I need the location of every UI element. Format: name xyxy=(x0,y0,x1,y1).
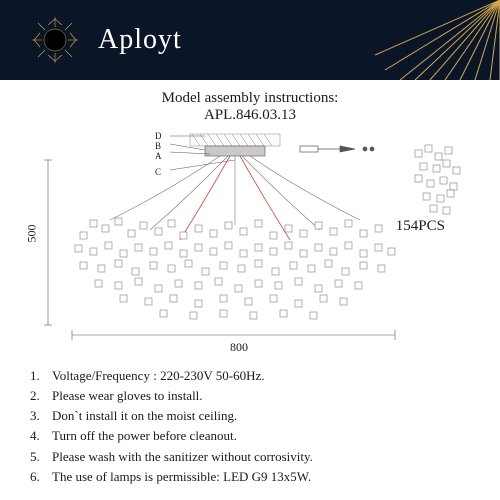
callout-a: A xyxy=(155,152,162,162)
callout-c: C xyxy=(155,168,162,178)
model-number: APL.846.03.13 xyxy=(0,107,500,124)
title-block: Model assembly instructions: APL.846.03.… xyxy=(0,90,500,124)
chandelier-svg xyxy=(20,130,480,360)
pieces-count: 154PCS xyxy=(396,218,445,235)
instruction-item: Don`t install it on the moist ceiling. xyxy=(30,406,470,426)
height-dimension: 500 xyxy=(25,225,40,243)
callout-labels: D B A C xyxy=(155,132,162,178)
corner-rays-icon xyxy=(360,0,500,80)
instruction-item: Voltage/Frequency : 220-230V 50-60Hz. xyxy=(30,366,470,386)
instructions-list: Voltage/Frequency : 220-230V 50-60Hz. Pl… xyxy=(0,360,500,487)
brand-header: Aployt xyxy=(0,0,500,80)
assembly-diagram: D B A C xyxy=(20,130,480,360)
logo-sun-icon xyxy=(30,15,80,65)
title-line1: Model assembly instructions: xyxy=(0,90,500,107)
instruction-item: Please wear gloves to install. xyxy=(30,386,470,406)
width-dimension: 800 xyxy=(230,340,248,355)
instruction-item: The use of lamps is permissible: LED G9 … xyxy=(30,467,470,487)
instruction-item: Please wash with the sanitizer without c… xyxy=(30,447,470,467)
brand-name: Aployt xyxy=(98,24,182,56)
instruction-item: Turn off the power before cleanout. xyxy=(30,426,470,446)
